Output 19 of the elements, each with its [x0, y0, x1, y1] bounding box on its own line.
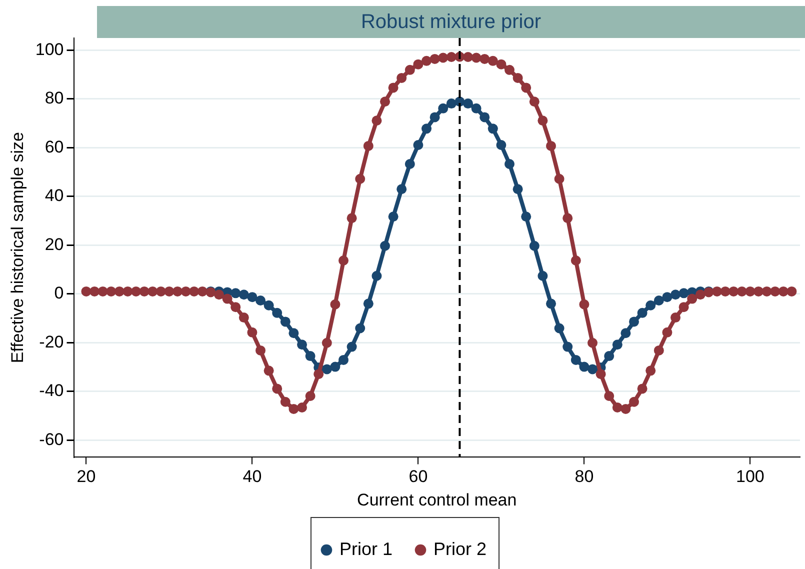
y-tick-label: 60: [44, 137, 64, 156]
y-tick-label: 80: [44, 88, 64, 108]
chart-title: Robust mixture prior: [97, 6, 805, 38]
x-tick-label: 80: [574, 467, 594, 486]
x-tick-label: 40: [242, 467, 262, 486]
y-tick-label: -20: [39, 332, 64, 352]
y-tick-label: 20: [44, 234, 64, 254]
legend-label: Prior 1: [339, 538, 392, 559]
y-tick-label: 40: [44, 186, 64, 206]
y-tick-label: -40: [39, 381, 64, 400]
y-tick-label: 100: [35, 40, 64, 59]
y-axis-title: Effective historical sample size: [8, 132, 27, 364]
x-tick-label: 60: [408, 467, 428, 486]
x-tick-label: 100: [736, 467, 764, 486]
y-tick-label: 0: [54, 284, 64, 303]
x-axis-title: Current control mean: [357, 490, 517, 510]
x-tick-label: 20: [76, 467, 96, 486]
legend-label: Prior 2: [434, 538, 487, 559]
y-tick-label: -60: [39, 430, 64, 449]
